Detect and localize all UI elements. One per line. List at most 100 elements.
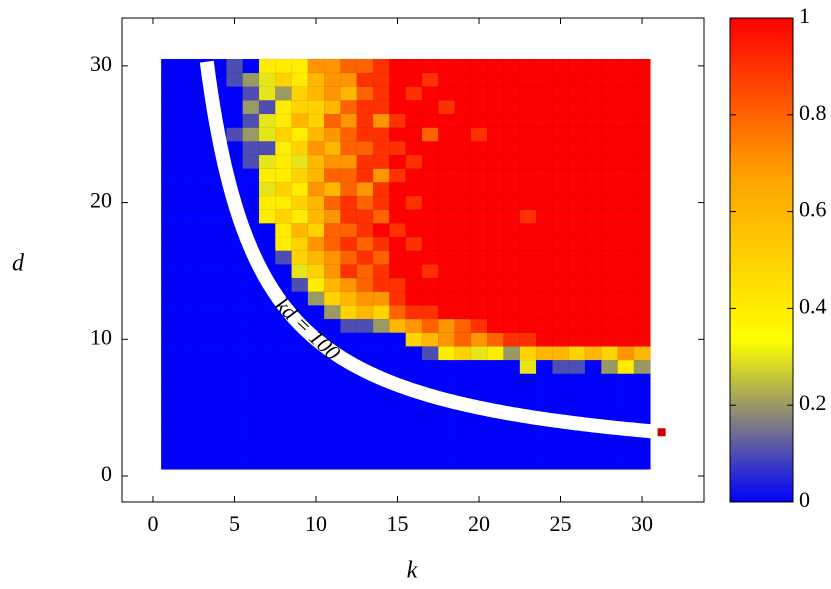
heat-cell [633,209,651,224]
heat-cell [274,209,293,224]
heat-cell [421,277,439,292]
heat-cell [177,318,195,334]
heat-cell [503,113,521,128]
heat-cell [405,441,423,457]
heat-cell [568,127,586,142]
heat-cell [389,455,407,470]
heat-cell [552,168,570,183]
heat-cell [274,427,293,443]
heat-cell [503,332,521,347]
heat-cell [584,373,602,388]
heat-cell [584,250,602,265]
heat-cell [356,154,374,169]
heat-cell [405,86,423,101]
heat-cell [584,209,602,224]
heat-cell [421,332,439,347]
heat-cell [470,250,488,265]
heat-cell [438,181,456,197]
heat-cell [193,277,211,292]
heat-cell [209,455,227,470]
heat-cell [601,441,619,457]
heat-cell [356,291,374,306]
heat-cell [274,236,293,251]
heat-cell [323,373,342,388]
y-axis-label: d [12,251,25,277]
heat-cell [405,400,423,416]
heat-cell [552,263,570,279]
heat-cell [340,99,358,115]
heat-cell [177,304,195,320]
heat-cell [177,427,195,443]
heat-cell [307,359,325,375]
heat-cell [568,400,586,416]
heat-cell [421,291,439,306]
heat-cell [372,345,390,361]
heat-cell [274,386,293,402]
heat-cell [503,345,521,361]
heat-cell [454,250,472,265]
heat-cell [535,72,553,87]
heat-cell [535,99,553,115]
heat-cell [421,86,439,101]
heat-cell [291,427,309,443]
heat-cell [633,345,651,361]
heat-cell [633,195,651,210]
heat-cell [242,277,260,292]
heat-cell [584,359,602,375]
kd-curve [199,60,660,439]
heat-cell [503,99,521,115]
heat-cell [307,154,325,169]
heat-cell [193,332,211,347]
heat-cell [454,373,472,388]
heat-cell [454,181,472,197]
heat-cell [552,318,570,334]
heat-cell [242,181,260,197]
heat-cell [258,236,276,251]
heat-cell [160,386,178,402]
heat-cell [160,455,178,470]
heat-cell [601,222,619,238]
heat-cell [389,400,407,416]
heat-cell [307,58,325,74]
heat-cell [535,222,553,238]
heat-cell [568,154,586,169]
heat-cell [356,58,374,74]
heat-cell [438,304,456,320]
heat-cell [389,222,407,238]
heat-cell [454,359,472,375]
heat-cell [486,318,505,334]
heat-cell [242,400,260,416]
heat-cell [258,154,276,169]
heat-cell [438,209,456,224]
heat-cell [274,86,293,101]
heat-cell [258,345,276,361]
heat-cell [160,250,178,265]
colorbar-tick-label: 0.8 [799,100,827,125]
heat-cell [454,277,472,292]
heat-cell [258,222,276,238]
heat-cell [405,414,423,429]
heat-cell [389,168,407,183]
heat-cell [340,373,358,388]
heat-cell [633,154,651,169]
heat-cell [552,250,570,265]
heat-cell [405,181,423,197]
heat-cell [617,195,635,210]
heat-cell [617,86,635,101]
heat-cell [340,455,358,470]
heat-cell [193,127,211,142]
heat-cell [454,332,472,347]
heat-cell [193,427,211,443]
heat-cell [503,455,521,470]
heat-cell [193,414,211,429]
heat-cell [405,359,423,375]
heat-cell [552,58,570,74]
heat-cell [242,291,260,306]
heat-cell [519,99,537,115]
heat-cell [535,127,553,142]
heat-cell [617,222,635,238]
heat-cell [323,263,342,279]
heat-cell [601,195,619,210]
heat-cell [617,168,635,183]
heat-cell [454,427,472,443]
